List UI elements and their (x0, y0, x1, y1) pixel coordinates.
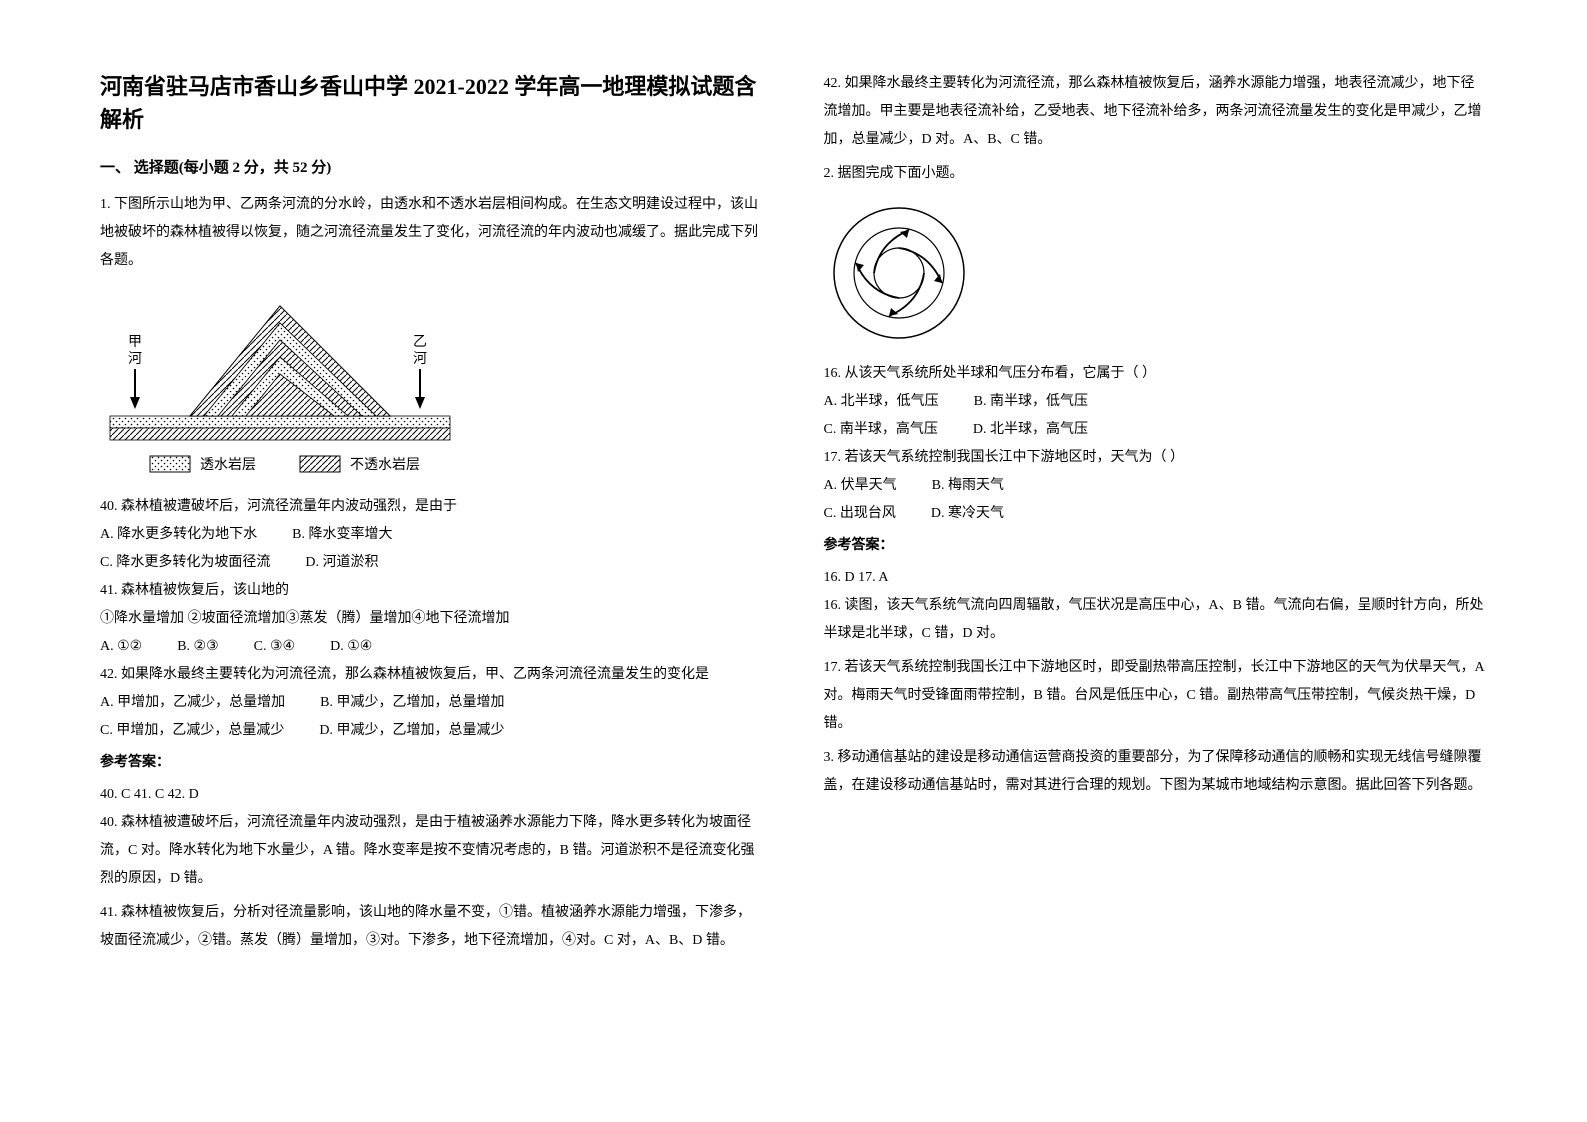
q41-opt-b: B. ②③ (177, 639, 218, 654)
answers-line-2: 16. D 17. A (824, 564, 1488, 592)
q16-options-row2: C. 南半球，高气压 D. 北半球，高气压 (824, 416, 1488, 444)
q40-opt-d: D. 河道淤积 (305, 555, 378, 570)
legend-permeable: 透水岩层 (200, 457, 256, 473)
q16-opt-b: B. 南半球，低气压 (974, 394, 1088, 409)
q16-opt-c: C. 南半球，高气压 (824, 422, 938, 437)
answer-label-2: 参考答案： (824, 532, 1488, 560)
q40-opt-c: C. 降水更多转化为坡面径流 (100, 555, 270, 570)
question-1-intro: 1. 下图所示山地为甲、乙两条河流的分水岭，由透水和不透水岩层相间构成。在生态文… (100, 191, 764, 275)
label-left-river: 甲 (128, 335, 142, 350)
q17-opt-d: D. 寒冷天气 (931, 506, 1004, 521)
document-title: 河南省驻马店市香山乡香山中学 2021-2022 学年高一地理模拟试题含解析 (100, 70, 764, 136)
answers-line-1: 40. C 41. C 42. D (100, 781, 764, 809)
explain-17: 17. 若该天气系统控制我国长江中下游地区时，即受副热带高压控制，长江中下游地区… (824, 654, 1488, 738)
q40-options-row2: C. 降水更多转化为坡面径流 D. 河道淤积 (100, 549, 764, 577)
legend-impermeable: 不透水岩层 (350, 457, 420, 473)
q40-opt-b: B. 降水变率增大 (292, 527, 392, 542)
q42-options-row1: A. 甲增加，乙减少，总量增加 B. 甲减少，乙增加，总量增加 (100, 689, 764, 717)
q17-opt-b: B. 梅雨天气 (932, 478, 1004, 493)
section-header: 一、 选择题(每小题 2 分，共 52 分) (100, 156, 764, 177)
q16-options-row1: A. 北半球，低气压 B. 南半球，低气压 (824, 388, 1488, 416)
q41-text: 41. 森林植被恢复后，该山地的 (100, 577, 764, 605)
q42-opt-a: A. 甲增加，乙减少，总量增加 (100, 695, 285, 710)
q17-text: 17. 若该天气系统控制我国长江中下游地区时，天气为（ ） (824, 444, 1488, 472)
answer-label-1: 参考答案： (100, 749, 764, 777)
q17-options-row2: C. 出现台风 D. 寒冷天气 (824, 500, 1488, 528)
svg-text:河: 河 (413, 351, 427, 367)
figure-mountain-diagram: 甲 河 乙 河 透水岩层 不透水岩层 (100, 291, 764, 481)
q42-opt-c: C. 甲增加，乙减少，总量减少 (100, 723, 284, 738)
q16-text: 16. 从该天气系统所处半球和气压分布看，它属于（ ） (824, 360, 1488, 388)
q41-opt-a: A. ①② (100, 639, 142, 654)
q40-opt-a: A. 降水更多转化为地下水 (100, 527, 257, 542)
question-2-intro: 2. 据图完成下面小题。 (824, 160, 1488, 188)
q42-opt-b: B. 甲减少，乙增加，总量增加 (320, 695, 504, 710)
q42-text: 42. 如果降水最终主要转化为河流径流，那么森林植被恢复后，甲、乙两条河流径流量… (100, 661, 764, 689)
q41-opt-c: C. ③④ (254, 639, 295, 654)
q40-options-row1: A. 降水更多转化为地下水 B. 降水变率增大 (100, 521, 764, 549)
q17-opt-c: C. 出现台风 (824, 506, 896, 521)
q16-opt-d: D. 北半球，高气压 (973, 422, 1088, 437)
q16-opt-a: A. 北半球，低气压 (824, 394, 939, 409)
right-column: 42. 如果降水最终主要转化为河流径流，那么森林植被恢复后，涵养水源能力增强，地… (824, 70, 1488, 1082)
q42-opt-d: D. 甲减少，乙增加，总量减少 (319, 723, 504, 738)
svg-text:河: 河 (128, 351, 142, 367)
label-right-river: 乙 (413, 334, 427, 350)
q40-text: 40. 森林植被遭破坏后，河流径流量年内波动强烈，是由于 (100, 493, 764, 521)
question-3-intro: 3. 移动通信基站的建设是移动通信运营商投资的重要部分，为了保障移动通信的顺畅和… (824, 744, 1488, 800)
explain-41: 41. 森林植被恢复后，分析对径流量影响，该山地的降水量不变，①错。植被涵养水源… (100, 899, 764, 955)
figure-pressure-system (824, 198, 1488, 348)
q41-opt-d: D. ①④ (330, 639, 372, 654)
q41-sub: ①降水量增加 ②坡面径流增加③蒸发（腾）量增加④地下径流增加 (100, 605, 764, 633)
q17-opt-a: A. 伏旱天气 (824, 478, 897, 493)
explain-16: 16. 读图，该天气系统气流向四周辐散，气压状况是高压中心，A、B 错。气流向右… (824, 592, 1488, 648)
left-column: 河南省驻马店市香山乡香山中学 2021-2022 学年高一地理模拟试题含解析 一… (100, 70, 764, 1082)
q17-options-row1: A. 伏旱天气 B. 梅雨天气 (824, 472, 1488, 500)
explain-42: 42. 如果降水最终主要转化为河流径流，那么森林植被恢复后，涵养水源能力增强，地… (824, 70, 1488, 154)
q42-options-row2: C. 甲增加，乙减少，总量减少 D. 甲减少，乙增加，总量减少 (100, 717, 764, 745)
explain-40: 40. 森林植被遭破坏后，河流径流量年内波动强烈，是由于植被涵养水源能力下降，降… (100, 809, 764, 893)
q41-options: A. ①② B. ②③ C. ③④ D. ①④ (100, 633, 764, 661)
